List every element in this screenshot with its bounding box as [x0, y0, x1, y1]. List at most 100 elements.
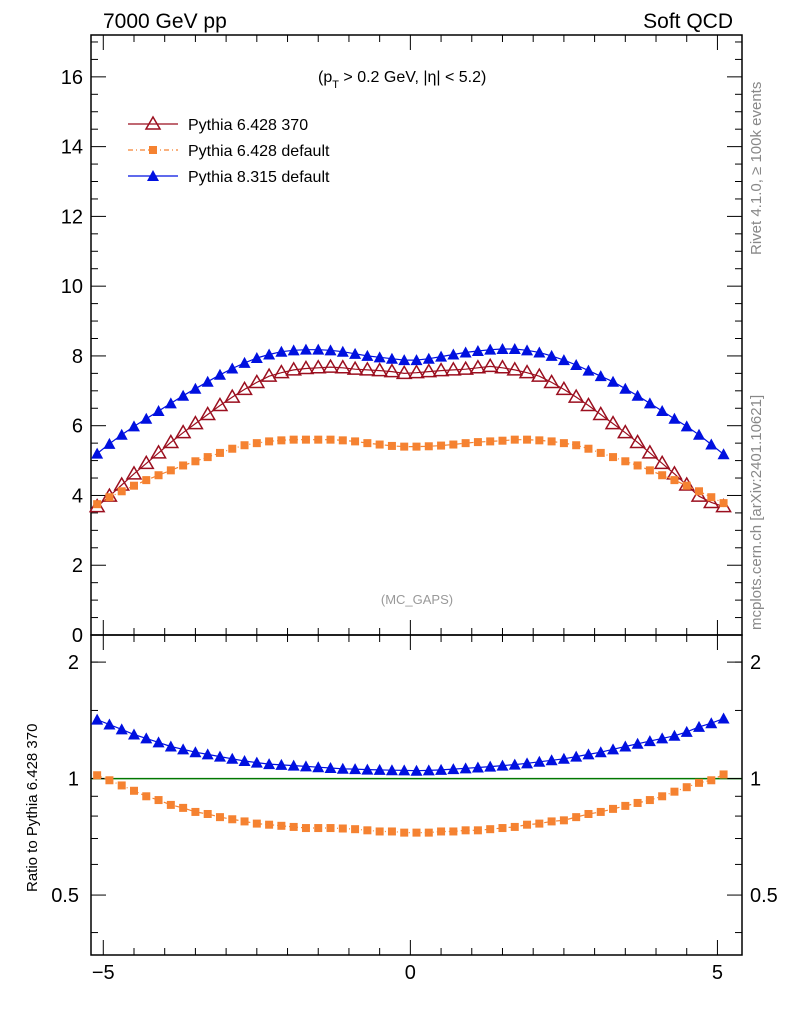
main-point-p6-370 [174, 424, 192, 439]
main-point-p6-default [486, 437, 495, 446]
ratio-point-p6-default [510, 822, 519, 831]
ratio-point-p6-default [289, 822, 298, 831]
ratio-point-p8-default [570, 750, 583, 762]
main-y-tick-label: 10 [61, 276, 83, 298]
ratio-point-p8-default [324, 761, 337, 773]
main-series-p6-370 [88, 357, 732, 513]
ratio-point-p8-default [152, 736, 165, 748]
main-point-p6-370 [457, 360, 474, 375]
main-point-p8-default [680, 420, 693, 432]
main-point-p8-default [263, 348, 276, 360]
main-point-p6-370 [260, 367, 278, 382]
main-point-p6-default [645, 466, 654, 475]
main-point-p6-370 [445, 361, 462, 376]
main-point-p6-370 [371, 362, 388, 377]
ratio-point-p6-default [179, 803, 188, 812]
main-point-p6-370 [408, 364, 425, 379]
main-point-p8-default [127, 420, 140, 432]
x-axis-ticks: −5 0 5 [92, 35, 723, 984]
main-point-p8-default [656, 405, 669, 417]
ratio-point-p8-default [103, 718, 116, 730]
ratio-point-p6-default [228, 815, 237, 824]
ratio-point-p6-default [707, 776, 716, 785]
ratio-point-p6-default [277, 821, 286, 830]
main-point-p6-370 [248, 373, 266, 389]
main-point-p6-370 [223, 388, 241, 403]
ratio-point-p8-default [250, 756, 263, 768]
main-point-p6-default [314, 435, 323, 444]
main-point-p6-default [301, 435, 310, 444]
main-point-p8-default [533, 346, 546, 358]
ratio-point-p8-default [373, 763, 386, 775]
main-y-tick-label: 8 [72, 346, 83, 368]
main-point-p6-370 [199, 406, 216, 421]
ratio-y-tick-label-left: 2 [68, 652, 79, 674]
ratio-y-axis-label: Ratio to Pythia 6.428 370 [24, 724, 41, 892]
ratio-point-p8-default [594, 746, 607, 758]
ratio-point-p6-default [375, 827, 384, 836]
main-point-p6-default [424, 442, 433, 451]
ratio-point-p8-default [435, 763, 448, 775]
ratio-point-p6-default [424, 828, 433, 837]
ratio-series-p8-default [91, 712, 730, 776]
main-point-p6-default [695, 487, 704, 496]
legend-label-p6-370: Pythia 6.428 370 [188, 117, 308, 134]
main-point-p8-default [226, 362, 239, 374]
ratio-point-p6-default [559, 816, 568, 825]
ratio-panel-frame [90, 634, 743, 956]
ratio-point-p6-default [498, 824, 507, 833]
main-point-p8-default [557, 354, 570, 366]
main-point-p6-default [523, 435, 532, 444]
main-point-p6-default [584, 444, 593, 453]
ratio-point-p6-default [535, 819, 544, 828]
main-point-p6-default [203, 453, 212, 462]
ratio-point-p6-default [486, 825, 495, 834]
main-point-p6-370 [481, 357, 499, 373]
ratio-line-p8-default [96, 717, 724, 772]
main-point-p6-370 [543, 373, 560, 389]
ratio-point-p6-default [326, 824, 335, 833]
x-tick-label: 5 [712, 962, 723, 984]
main-y-tick-label: 16 [61, 67, 83, 89]
main-point-p6-370 [702, 493, 720, 509]
ratio-point-p8-default [312, 761, 325, 773]
main-series-p8-default [91, 342, 730, 460]
main-point-p8-default [238, 356, 251, 368]
main-point-p8-default [115, 428, 128, 440]
main-point-p6-default [547, 437, 556, 446]
main-point-p6-370 [137, 454, 155, 470]
main-point-p8-default [312, 343, 325, 355]
ratio-point-p8-default [164, 740, 177, 752]
main-point-p8-default [349, 347, 362, 359]
ratio-point-p8-default [607, 743, 620, 755]
ratio-point-p8-default [508, 758, 521, 770]
main-point-p8-default [398, 354, 411, 366]
main-point-p6-default [142, 476, 151, 485]
main-point-p6-370 [604, 415, 622, 430]
ratio-point-p6-default [314, 824, 323, 833]
ratio-point-p8-default [263, 758, 276, 770]
main-point-p6-370 [469, 359, 487, 374]
main-point-p6-default [510, 435, 519, 444]
ratio-point-p8-default [496, 759, 509, 771]
main-point-p6-default [363, 439, 372, 448]
main-point-p8-default [668, 412, 681, 424]
cut-prefix: (p [318, 69, 332, 86]
main-point-p6-default [129, 481, 138, 490]
legend-entry-p6-default: Pythia 6.428 default [128, 143, 330, 160]
main-point-p8-default [570, 359, 583, 370]
ratio-point-p6-default [621, 801, 630, 810]
main-point-p6-370 [383, 363, 401, 378]
main-point-p8-default [324, 344, 337, 356]
main-point-p6-370 [125, 465, 143, 480]
main-point-p6-370 [580, 396, 597, 412]
ratio-point-p6-default [215, 813, 224, 822]
ratio-point-p6-default [154, 796, 163, 805]
main-series-p6-default [93, 435, 728, 509]
ratio-point-p6-default [719, 770, 728, 779]
ratio-point-p8-default [680, 725, 693, 737]
main-point-p6-default [658, 471, 667, 480]
ratio-point-p6-default [351, 825, 360, 834]
